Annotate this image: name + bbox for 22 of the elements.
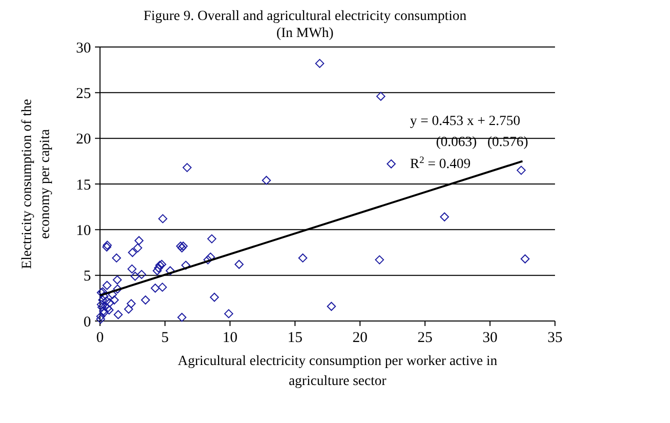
x-tick-label: 25 bbox=[418, 330, 432, 346]
x-tick-label: 5 bbox=[161, 330, 169, 346]
annotation: y = 0.453 x + 2.750 bbox=[410, 114, 520, 129]
y-tick-label: 5 bbox=[84, 268, 91, 285]
annotation: (0.063) (0.576) bbox=[436, 135, 528, 150]
y-tick-label: 15 bbox=[76, 177, 91, 194]
x-axis-title: Agricultural electricity consumption per worker active in agriculture sector bbox=[178, 354, 498, 389]
y-tick-label: 0 bbox=[84, 314, 91, 330]
y-tick-label: 30 bbox=[76, 40, 91, 56]
x-tick-label: 0 bbox=[96, 330, 104, 346]
x-tick-label: 35 bbox=[548, 330, 562, 346]
y-tick-label: 10 bbox=[76, 222, 91, 239]
x-tick-label: 15 bbox=[288, 330, 302, 346]
y-tick-label: 20 bbox=[76, 132, 91, 148]
y-tick-label: 25 bbox=[76, 86, 91, 102]
annotation: R$^{2}$ = 0.409 bbox=[410, 154, 471, 172]
x-tick-label: 10 bbox=[222, 330, 238, 346]
x-tick-label: 20 bbox=[352, 330, 368, 346]
x-tick-label: 30 bbox=[482, 330, 498, 346]
chart-subtitle: (In MWh) bbox=[276, 26, 334, 41]
y-axis-title: Electricity consumption of the economy per capita bbox=[20, 99, 53, 269]
chart-title: Figure 9. Overall and agricultural electricity consumption bbox=[143, 9, 467, 24]
